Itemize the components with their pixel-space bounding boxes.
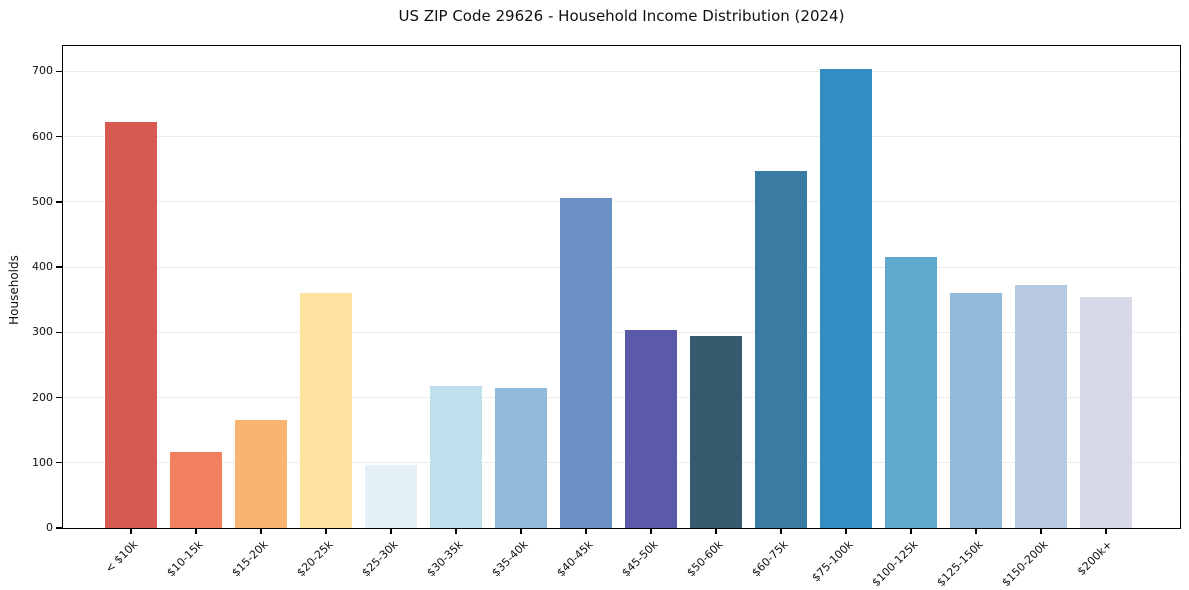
y-tick-mark xyxy=(56,396,62,399)
x-tick-label-text: $75-100k xyxy=(808,538,856,585)
x-tick-label-text: $200k+ xyxy=(1075,538,1116,579)
x-tick-mark xyxy=(260,528,262,534)
y-tick-label-text: 300 xyxy=(32,325,53,339)
y-tick-mark xyxy=(56,462,62,464)
x-tick-label-text: $35-40k xyxy=(488,538,531,580)
bar-1 xyxy=(105,122,157,528)
y-tick-label-text: 400 xyxy=(32,260,53,274)
gridline-y-100 xyxy=(63,462,1180,464)
y-tick-mark xyxy=(56,331,62,333)
y-tick-mark xyxy=(56,266,62,268)
x-tick-mark xyxy=(1105,528,1107,534)
x-tick-mark xyxy=(845,528,847,534)
x-tick-label-text: $20-25k xyxy=(293,538,336,580)
x-tick-label-text: $30-35k xyxy=(423,538,466,580)
y-tick-label-text: 600 xyxy=(32,129,53,143)
y-tick-label-text: 200 xyxy=(32,390,53,404)
x-tick-label-text: $15-20k xyxy=(228,538,271,580)
bar-12 xyxy=(820,69,872,528)
gridline-y-400 xyxy=(63,266,1180,268)
x-tick-mark xyxy=(715,528,717,534)
bar-11 xyxy=(755,171,807,528)
bar-16 xyxy=(1080,297,1132,528)
x-tick-mark xyxy=(195,528,197,534)
x-tick-mark xyxy=(650,528,652,534)
x-tick-mark xyxy=(910,528,912,534)
bar-3 xyxy=(235,420,287,528)
x-tick-label-text: $125-150k xyxy=(934,538,986,590)
x-tick-mark xyxy=(975,528,977,534)
plot-area: 0 100 200 300 400 500 600 700 < $10k $10-15k $15-2… xyxy=(32,45,1181,589)
bar-4 xyxy=(300,292,352,528)
x-tick-label-text: $50-60k xyxy=(683,538,726,580)
x-tick-label-text: $60-75k xyxy=(748,538,791,580)
bar-7 xyxy=(495,388,547,528)
y-tick-label-text: 500 xyxy=(32,194,53,208)
bar-5 xyxy=(365,465,417,528)
gridline-y-700 xyxy=(63,70,1180,72)
gridline-y-300 xyxy=(63,331,1180,333)
bar-9 xyxy=(625,329,677,528)
bar-2 xyxy=(170,451,222,528)
bar-6 xyxy=(430,385,482,528)
x-tick-mark xyxy=(585,528,587,534)
x-tick-mark xyxy=(455,528,457,534)
bar-15 xyxy=(1015,285,1067,528)
x-tick-mark xyxy=(325,528,327,534)
x-tick-mark xyxy=(130,528,132,534)
x-tick-mark xyxy=(780,528,782,534)
bar-14 xyxy=(950,292,1002,528)
gridline-y-600 xyxy=(63,136,1180,138)
x-tick-mark xyxy=(520,528,522,534)
x-tick-mark xyxy=(1040,528,1042,534)
x-tick-label-text: $45-50k xyxy=(618,538,661,580)
x-tick-label-text: $40-45k xyxy=(553,538,596,580)
x-tick-label-text: $25-30k xyxy=(358,538,401,580)
y-tick-mark xyxy=(56,201,62,203)
bar-10 xyxy=(690,336,742,528)
y-tick-mark xyxy=(56,527,62,529)
y-tick-mark xyxy=(56,70,62,73)
y-axis-label-text: Households xyxy=(7,255,21,325)
x-tick-mark xyxy=(390,528,392,534)
y-tick-mark xyxy=(56,136,62,138)
y-tick-label-text: 700 xyxy=(32,64,53,78)
x-tick-label-text: $10-15k xyxy=(163,538,206,580)
chart-title: US ZIP Code 29626 - Household Income Dis… xyxy=(398,7,845,25)
gridline-y-200 xyxy=(63,397,1180,399)
bar-8 xyxy=(560,197,612,528)
y-tick-label-text: 100 xyxy=(32,455,53,469)
x-tick-label-text: $150-200k xyxy=(999,538,1051,590)
gridline-y-500 xyxy=(63,201,1180,203)
bar-13 xyxy=(885,257,937,528)
x-tick-label-text: < $10k xyxy=(102,538,141,576)
y-tick-label-text: 0 xyxy=(46,521,53,534)
x-tick-label-text: $100-125k xyxy=(869,538,921,590)
